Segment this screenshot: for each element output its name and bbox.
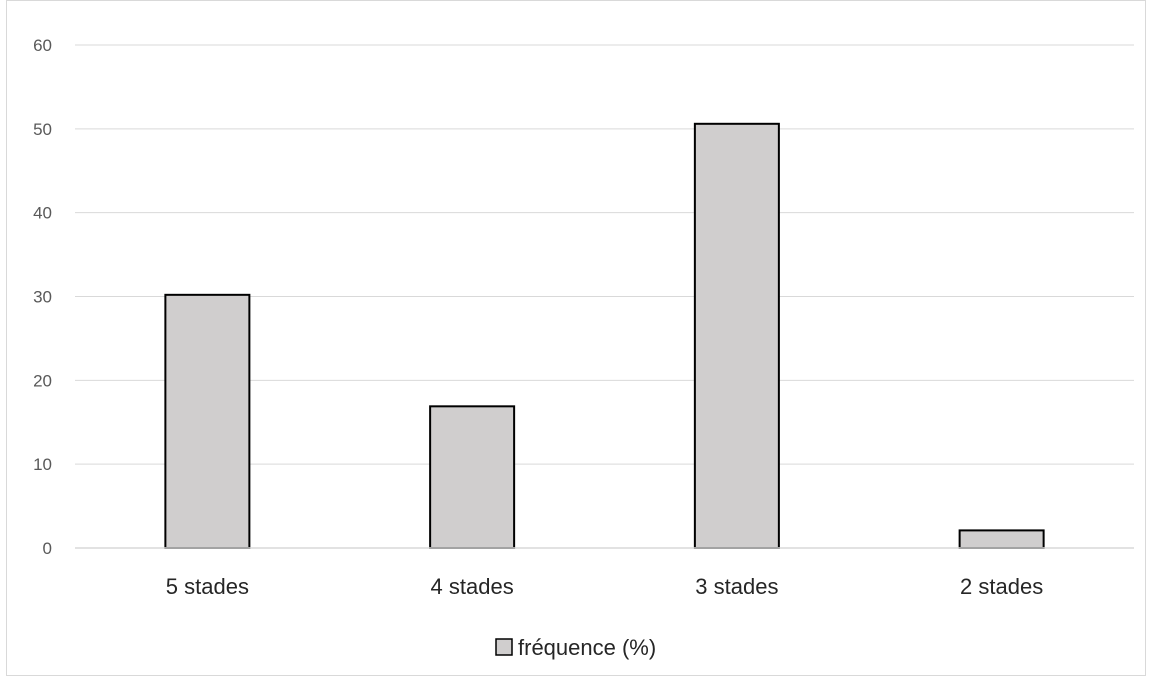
y-tick-label: 40 xyxy=(33,204,52,223)
y-tick-labels: 0 10 20 30 40 50 60 xyxy=(33,36,52,558)
legend: fréquence (%) xyxy=(495,635,656,660)
y-tick-label: 60 xyxy=(33,36,52,55)
bars xyxy=(164,122,1045,550)
bar xyxy=(693,122,780,549)
gridlines xyxy=(75,44,1134,465)
bar xyxy=(164,293,251,549)
y-tick-label: 20 xyxy=(33,371,52,390)
legend-label: fréquence (%) xyxy=(518,635,656,660)
category-label: 4 stades xyxy=(431,574,514,599)
category-label: 3 stades xyxy=(695,574,778,599)
category-label: 5 stades xyxy=(166,574,249,599)
bar xyxy=(429,405,516,549)
category-label: 2 stades xyxy=(960,574,1043,599)
category-labels: 5 stades 4 stades 3 stades 2 stades xyxy=(166,574,1043,599)
y-tick-label: 50 xyxy=(33,120,52,139)
legend-swatch xyxy=(495,638,513,656)
y-tick-label: 30 xyxy=(33,288,52,307)
y-tick-label: 0 xyxy=(43,539,52,558)
y-tick-label: 10 xyxy=(33,455,52,474)
bar xyxy=(958,529,1045,550)
